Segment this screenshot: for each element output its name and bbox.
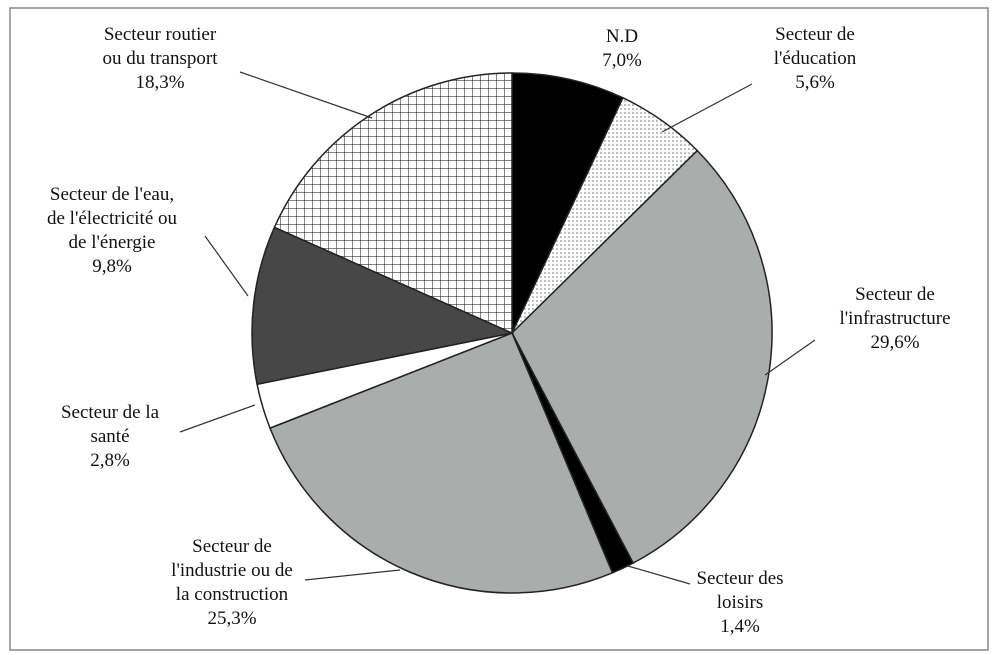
slice-label: Secteur routier ou du transport bbox=[102, 24, 218, 69]
value-label: 9,8% bbox=[92, 256, 132, 277]
leader-line bbox=[179, 404, 256, 433]
leader-line bbox=[764, 339, 816, 376]
slice-label: Secteur de l'eau, de l'électricité ou de l… bbox=[47, 184, 178, 253]
slice-label: Secteur de l'infrastructure bbox=[839, 284, 950, 329]
value-label: 18,3% bbox=[135, 72, 184, 93]
value-label: 7,0% bbox=[602, 50, 642, 71]
leader-line bbox=[627, 565, 691, 585]
value-label: 2,8% bbox=[90, 450, 130, 471]
slice-label: Secteur de la santé bbox=[61, 402, 160, 447]
slice-label: Secteur de l'éducation bbox=[774, 24, 857, 69]
leader-line bbox=[239, 71, 373, 119]
value-label: 25,3% bbox=[207, 608, 256, 629]
pie-slice bbox=[273, 72, 513, 335]
leader-line bbox=[304, 569, 401, 581]
value-label: 29,6% bbox=[870, 332, 919, 353]
pie-slice bbox=[269, 332, 614, 594]
leader-line bbox=[661, 83, 753, 133]
pie-slice bbox=[251, 226, 515, 386]
pie-slice bbox=[511, 72, 624, 334]
slice-label: N.D bbox=[606, 26, 638, 47]
slice-label: Secteur de l'industrie ou de la constructi… bbox=[171, 536, 293, 605]
value-label: 5,6% bbox=[795, 72, 835, 93]
value-label: 1,4% bbox=[720, 616, 760, 637]
leader-line bbox=[204, 235, 249, 297]
slice-label: Secteur des loisirs bbox=[696, 568, 783, 613]
